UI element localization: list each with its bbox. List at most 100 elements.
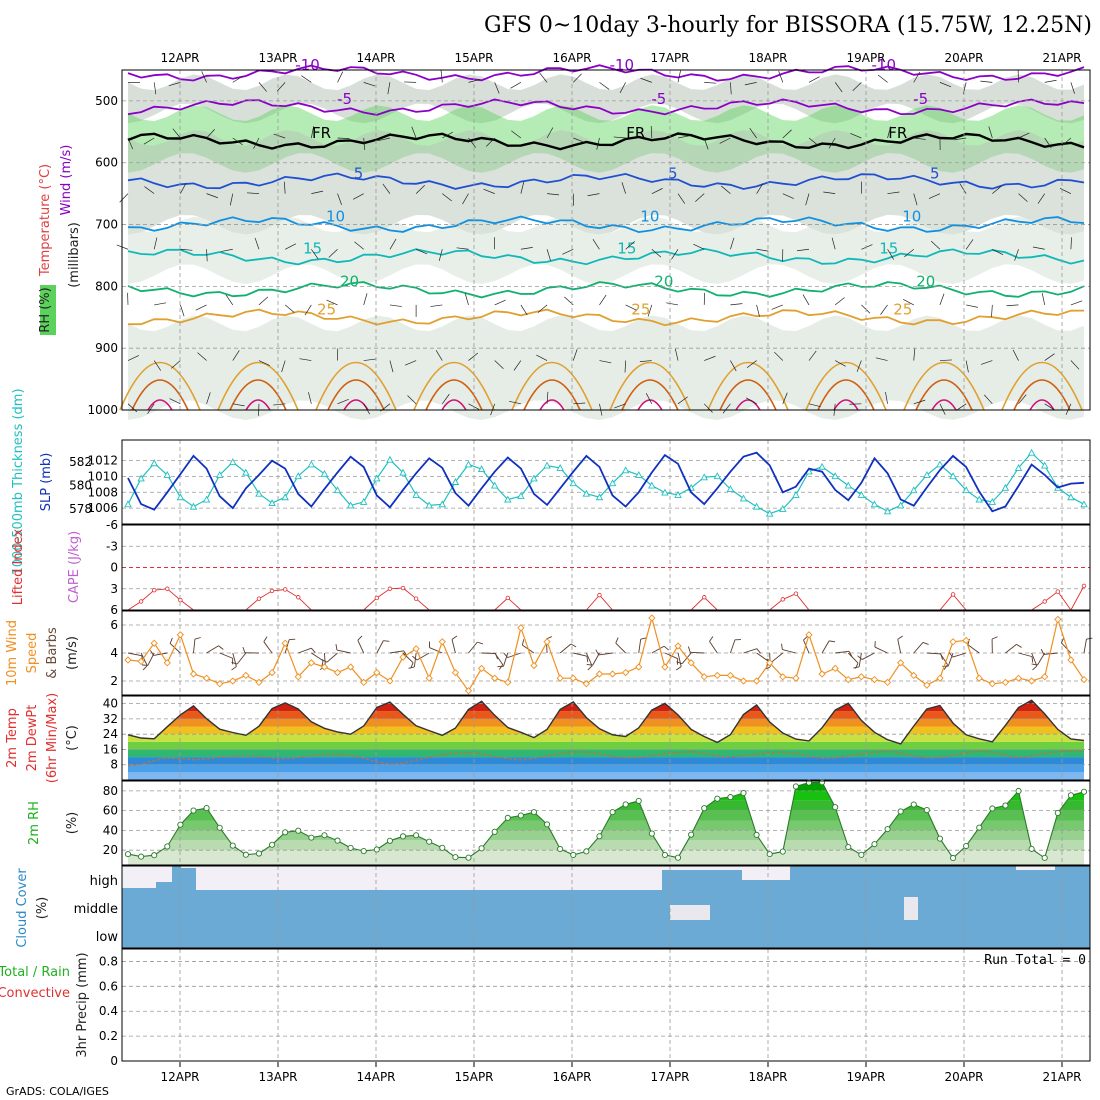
upper-wind-barb <box>253 137 260 149</box>
upper-wind-barb <box>195 304 207 311</box>
wind-speed-point <box>451 668 460 677</box>
rh-point <box>386 837 393 844</box>
upper-wind-barb <box>220 248 233 252</box>
wind-barb-flag <box>756 648 761 654</box>
thickness-point <box>464 460 473 468</box>
upper-wind-barb <box>1044 137 1052 149</box>
rh-point <box>727 794 734 801</box>
chart-title: GFS 0~10day 3-hourly for BISSORA (15.75W… <box>484 13 1092 38</box>
temp-band <box>128 764 1084 773</box>
upper-wind-barb <box>440 70 443 83</box>
wind-barb <box>897 639 902 654</box>
high-cloud-gap <box>742 866 790 880</box>
thickness-point <box>883 507 892 515</box>
date-tick-label: 21APR <box>1042 1070 1081 1084</box>
lifted-tick-label: 0 <box>110 561 118 575</box>
thickness-point <box>1040 461 1049 469</box>
wind-barb <box>677 652 682 667</box>
rh-point <box>1015 787 1022 795</box>
boundary-layer-contour <box>315 361 397 411</box>
wind-barb <box>858 652 862 667</box>
high-cloud-gap <box>1016 866 1055 870</box>
temp-band <box>128 741 1084 750</box>
isotherm-label: FR <box>626 124 645 142</box>
wind-speed-point <box>543 638 551 646</box>
thickness-point <box>765 509 774 517</box>
rh-point <box>347 844 354 851</box>
rh-point <box>190 807 197 814</box>
panel-border <box>121 865 1091 949</box>
upper-wind-barb <box>782 129 792 139</box>
isotherm-label: 15 <box>879 240 898 258</box>
wind-barb <box>947 652 954 667</box>
upper-wind-barb <box>640 77 652 83</box>
upper-wind-barb <box>782 193 794 199</box>
isotherm-label: 25 <box>893 300 912 318</box>
wind-barb-flag <box>150 650 154 656</box>
upper-wind-barb <box>407 395 417 405</box>
upper-wind-barb <box>172 128 181 139</box>
upper-wind-barb <box>326 299 338 306</box>
upper-wind-barb <box>225 294 234 306</box>
lifted-tick-label: -3 <box>106 539 118 553</box>
isotherm-label: -10 <box>610 56 635 74</box>
upper-wind-barb <box>438 249 443 261</box>
upper-wind-barb <box>778 70 784 83</box>
upper-wind-barb <box>153 82 157 95</box>
upper-wind-barb <box>797 248 810 252</box>
upper-wind-barb <box>749 127 757 139</box>
rh-legend-label: RH (%) <box>38 287 53 332</box>
wind-barb-flag <box>1040 648 1045 655</box>
upper-wind-barb <box>991 304 993 317</box>
upper-wind-barb <box>485 137 495 147</box>
date-tick-label: 20APR <box>944 1070 983 1084</box>
upper-wind-barb <box>671 249 679 260</box>
wind-barb <box>835 650 850 654</box>
panels: 12APR 13APR 14APR 15APR 16APR 17APR 18APR 19APR… <box>0 51 1093 1084</box>
upper-wind-barb <box>955 403 967 411</box>
upper-wind-barb <box>382 183 391 194</box>
upper-wind-barb <box>808 76 820 83</box>
wind-speed-point <box>255 678 263 687</box>
thickness-point <box>150 459 158 467</box>
rh-point <box>635 797 642 804</box>
upper-wind-barb <box>153 360 162 371</box>
upper-wind-barb <box>614 403 626 409</box>
upper-wind-barb <box>490 403 496 416</box>
rh-band <box>128 782 1084 791</box>
wind-speed-point <box>674 642 682 650</box>
upper-wind-barb <box>1018 193 1028 202</box>
wind-speed-point <box>504 678 512 687</box>
wind-barb-flag <box>781 643 783 650</box>
isotherm-line <box>127 64 1085 82</box>
wind-speed-point <box>477 664 486 673</box>
upper-wind-barb <box>613 136 626 139</box>
thickness-point <box>504 495 512 503</box>
upper-wind-barb <box>992 248 1004 256</box>
upper-wind-barb <box>677 193 686 204</box>
wind-speed-point <box>1001 678 1010 687</box>
upper-wind-barb <box>304 304 312 316</box>
wind-barb-flag <box>587 665 593 671</box>
upper-wind-barb <box>599 360 612 364</box>
thickness-point <box>517 492 525 500</box>
date-tick-label: 13APR <box>258 1070 297 1084</box>
rh-point <box>544 821 551 828</box>
wind-barb <box>494 652 504 665</box>
thickness-point <box>346 501 355 509</box>
wind-barb-flag <box>311 647 316 654</box>
slp-axis-label: SLP (mb) <box>39 453 54 512</box>
panel-border <box>121 780 1091 866</box>
date-tick-label: 18APR <box>748 51 787 65</box>
date-tick-label: 20APR <box>944 51 983 65</box>
upper-wind-barb <box>730 82 732 95</box>
upper-wind-barb <box>887 191 900 194</box>
upper-wind-barb <box>808 403 821 408</box>
upper-wind-barb <box>246 192 259 194</box>
thickness-point <box>255 489 263 497</box>
wind-speed-point <box>975 674 983 682</box>
wind-speed-line <box>127 615 1085 692</box>
thickness-point <box>1080 500 1088 508</box>
upper-wind-barb <box>1044 403 1056 411</box>
wind-barb-flag <box>675 666 682 671</box>
